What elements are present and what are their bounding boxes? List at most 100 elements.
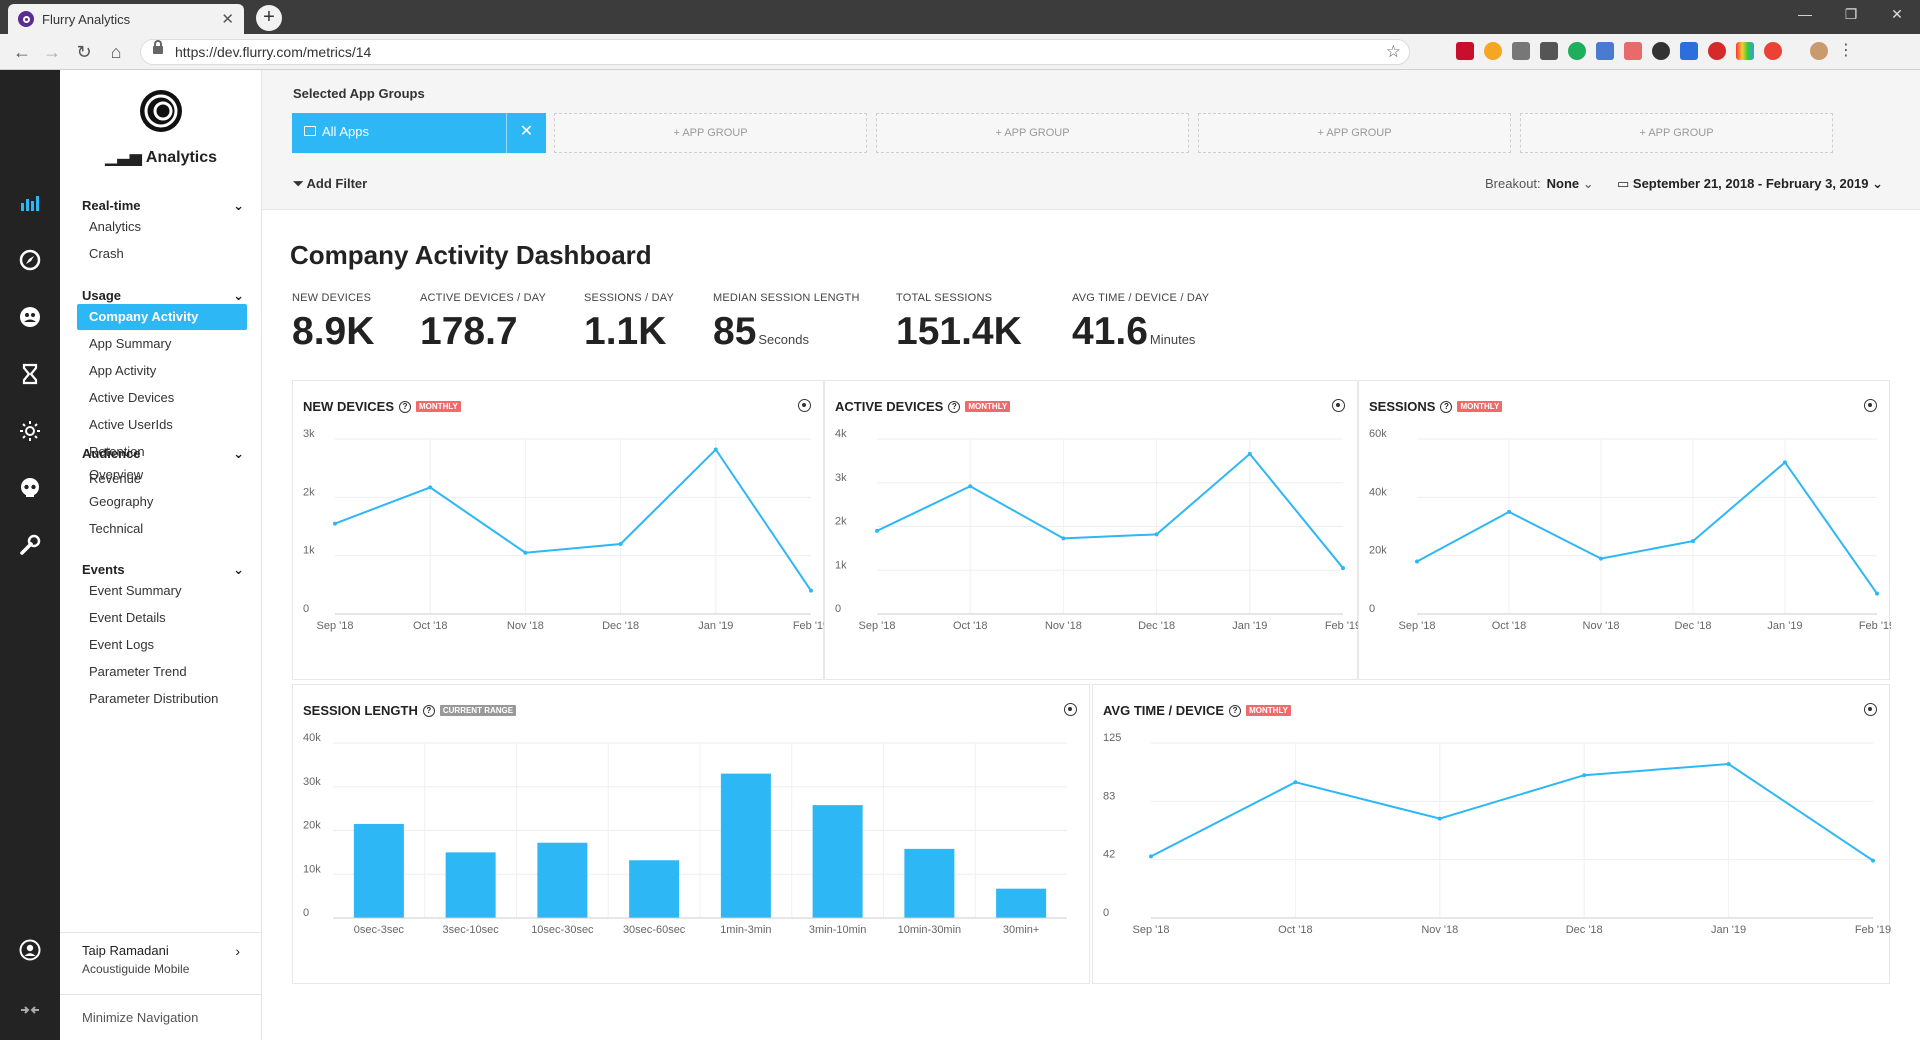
date-range-picker[interactable]: ▭ September 21, 2018 - February 3, 2019 … (1617, 176, 1883, 192)
data-point-3[interactable] (1582, 773, 1587, 778)
help-icon[interactable]: ? (422, 704, 435, 717)
nav-item[interactable]: Event Logs (89, 637, 155, 652)
nav-item[interactable]: Analytics (89, 219, 142, 234)
add-app-group-3[interactable]: + APP GROUP (1198, 113, 1511, 153)
minimize-window-icon[interactable]: — (1798, 6, 1812, 22)
bar-0[interactable] (353, 823, 404, 918)
user-profile[interactable]: Taip Ramadani Acoustiguide Mobile › (60, 932, 262, 994)
chrome-extension-icon[interactable] (1764, 42, 1782, 60)
data-point-5[interactable] (1875, 591, 1879, 596)
link-extension-icon[interactable] (1540, 42, 1558, 60)
nav-item[interactable]: Company Activity (77, 304, 247, 330)
help-icon[interactable]: ? (399, 400, 412, 413)
data-point-5[interactable] (1871, 858, 1875, 863)
remove-group-icon[interactable]: ✕ (506, 113, 546, 153)
code-extension-icon[interactable] (1512, 42, 1530, 60)
add-app-group-1[interactable]: + APP GROUP (554, 113, 867, 153)
nav-item[interactable]: Parameter Distribution (89, 691, 219, 706)
red-extension-icon[interactable] (1708, 42, 1726, 60)
rail-collapse-icon[interactable] (15, 995, 45, 1025)
nav-section-0[interactable]: Real-time ⌄ (82, 198, 244, 214)
shape-extension-icon[interactable] (1624, 42, 1642, 60)
data-point-4[interactable] (1726, 762, 1731, 766)
data-point-1[interactable] (428, 485, 433, 490)
nav-item[interactable]: Geography (89, 494, 154, 509)
nav-item[interactable]: Retention (89, 444, 145, 459)
data-point-4[interactable] (1783, 460, 1787, 465)
data-point-2[interactable] (1599, 556, 1603, 561)
help-icon[interactable]: ? (1440, 400, 1453, 413)
data-point-4[interactable] (1247, 451, 1252, 456)
data-point-0[interactable] (875, 528, 879, 533)
chart-options-icon[interactable] (1864, 399, 1877, 412)
menu-kebab-icon[interactable]: ⋮ (1838, 42, 1854, 59)
add-filter-button[interactable]: ⏷ Add Filter (293, 176, 367, 192)
bookmark-star-icon[interactable]: ☆ (1385, 42, 1401, 61)
nav-section-3[interactable]: Events ⌄ (82, 562, 244, 578)
data-point-3[interactable] (1691, 539, 1695, 544)
nav-item[interactable]: Active UserIds (89, 417, 173, 432)
nav-item[interactable]: Revenue (89, 471, 142, 486)
bar-5[interactable] (812, 805, 863, 918)
rail-compass-icon[interactable] (15, 245, 45, 275)
nav-item[interactable]: App Summary (89, 336, 172, 351)
nav-item[interactable]: Parameter Trend (89, 664, 187, 679)
home-icon[interactable]: ⌂ (110, 42, 122, 62)
data-point-2[interactable] (1437, 816, 1442, 821)
address-bar[interactable]: https://dev.flurry.com/metrics/14 ☆ (140, 39, 1410, 65)
back-icon[interactable]: ← (13, 42, 31, 62)
close-window-icon[interactable]: ✕ (1891, 6, 1903, 22)
nav-item[interactable]: Event Details (89, 610, 166, 625)
chart-options-icon[interactable] (798, 399, 811, 412)
data-point-3[interactable] (618, 542, 623, 546)
bar-4[interactable] (720, 773, 771, 918)
nav-item[interactable]: App Activity (89, 363, 157, 378)
browser-tab[interactable]: Flurry Analytics ✕ (8, 4, 244, 34)
data-point-0[interactable] (1415, 559, 1419, 564)
profile-avatar-icon[interactable] (1810, 42, 1828, 60)
breakout-select[interactable]: Breakout: None ⌄ (1485, 176, 1594, 192)
new-tab-button[interactable]: + (256, 5, 282, 31)
data-point-0[interactable] (1149, 854, 1153, 859)
bar-7[interactable] (996, 888, 1047, 918)
restore-window-icon[interactable]: ❐ (1844, 6, 1858, 22)
help-icon[interactable]: ? (948, 400, 961, 413)
data-point-3[interactable] (1154, 532, 1159, 537)
close-tab-icon[interactable]: ✕ (221, 11, 234, 28)
nav-item[interactable]: Crash (89, 246, 124, 261)
bar-2[interactable] (537, 842, 588, 918)
bar-6[interactable] (904, 848, 955, 918)
data-point-4[interactable] (713, 447, 718, 452)
data-point-5[interactable] (809, 588, 813, 593)
add-app-group-2[interactable]: + APP GROUP (876, 113, 1189, 153)
bar-1[interactable] (445, 852, 496, 918)
nav-item[interactable]: Active Devices (89, 390, 175, 405)
chart-options-icon[interactable] (1332, 399, 1345, 412)
bar-3[interactable] (629, 860, 680, 918)
data-point-1[interactable] (1507, 509, 1511, 514)
grammar-extension-icon[interactable] (1568, 42, 1586, 60)
chart-options-icon[interactable] (1064, 703, 1077, 716)
app-group-all-apps[interactable]: All Apps ✕ (292, 113, 546, 153)
minimize-navigation[interactable]: Minimize Navigation (60, 994, 262, 1040)
like-extension-icon[interactable] (1596, 42, 1614, 60)
nav-section-2[interactable]: Audience ⌄ (82, 446, 244, 462)
sun-extension-icon[interactable] (1484, 42, 1502, 60)
rail-tools-icon[interactable] (15, 530, 45, 560)
screen-extension-icon[interactable] (1680, 42, 1698, 60)
nav-item[interactable]: Event Summary (89, 583, 182, 598)
nav-item[interactable]: Overview (89, 467, 144, 482)
data-point-0[interactable] (333, 521, 337, 526)
reload-icon[interactable]: ↻ (76, 42, 92, 62)
nav-item[interactable]: Technical (89, 521, 144, 536)
help-icon[interactable]: ? (1229, 704, 1242, 717)
data-point-1[interactable] (1293, 780, 1298, 785)
nav-section-1[interactable]: Usage ⌄ (82, 288, 244, 304)
data-point-2[interactable] (523, 550, 528, 555)
chart-options-icon[interactable] (1864, 703, 1877, 716)
data-point-5[interactable] (1341, 566, 1345, 571)
rail-metrics-icon[interactable] (15, 188, 45, 218)
data-point-1[interactable] (968, 484, 973, 489)
rail-crash-skull-icon[interactable] (15, 473, 45, 503)
rail-settings-icon[interactable] (15, 416, 45, 446)
